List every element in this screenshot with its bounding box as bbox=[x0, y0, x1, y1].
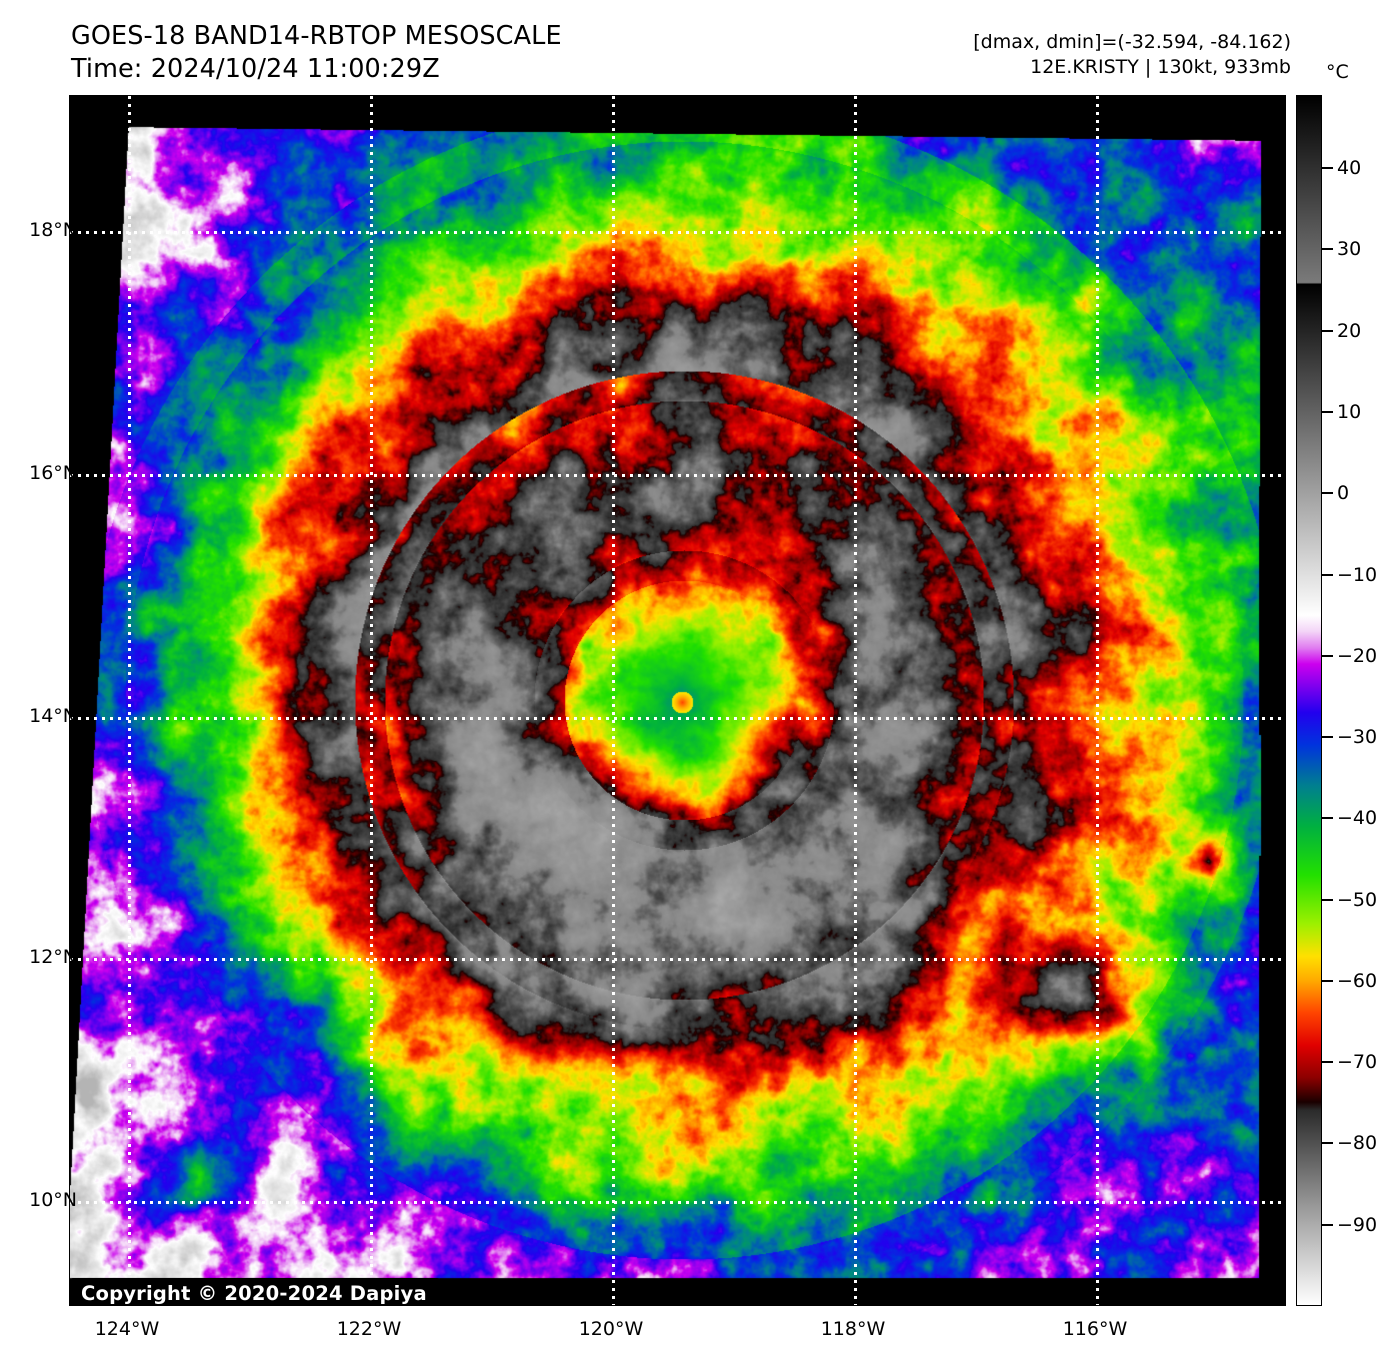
colorbar-tick bbox=[1322, 736, 1333, 739]
lat-tick-label: 12°N bbox=[29, 946, 77, 968]
colorbar-tick bbox=[1322, 898, 1333, 901]
lon-tick-label: 120°W bbox=[578, 1318, 644, 1340]
colorbar-tick bbox=[1322, 1061, 1333, 1064]
page-title: GOES-18 BAND14-RBTOP MESOSCALE bbox=[71, 21, 562, 51]
data-range-readout: [dmax, dmin]=(-32.594, -84.162) bbox=[973, 31, 1291, 53]
colorbar-unit-label: °C bbox=[1326, 61, 1349, 83]
satellite-imagery-canvas bbox=[70, 96, 1285, 1305]
colorbar-tick bbox=[1322, 573, 1333, 576]
colorbar-tick-label: −50 bbox=[1337, 888, 1378, 911]
colorbar-tick-label: 10 bbox=[1337, 400, 1362, 423]
colorbar-tick bbox=[1322, 167, 1333, 170]
colorbar-tick-label: −30 bbox=[1337, 726, 1378, 749]
colorbar-tick bbox=[1322, 1223, 1333, 1226]
colorbar-tick bbox=[1322, 492, 1333, 495]
colorbar-tick bbox=[1322, 979, 1333, 982]
colorbar-tick-label: −90 bbox=[1337, 1213, 1378, 1236]
colorbar-tick-label: 30 bbox=[1337, 238, 1362, 261]
colorbar-tick-label: 40 bbox=[1337, 157, 1362, 180]
lon-tick-label: 118°W bbox=[820, 1318, 886, 1340]
colorbar-tick bbox=[1322, 817, 1333, 820]
timestamp: Time: 2024/10/24 11:00:29Z bbox=[71, 54, 440, 85]
colorbar-tick-label: −10 bbox=[1337, 563, 1378, 586]
colorbar-tick-label: −70 bbox=[1337, 1051, 1378, 1074]
colorbar-tick bbox=[1322, 1142, 1333, 1145]
colorbar-gradient bbox=[1297, 96, 1321, 1305]
colorbar-tick bbox=[1322, 248, 1333, 251]
colorbar-tick bbox=[1322, 329, 1333, 332]
colorbar-tick bbox=[1322, 654, 1333, 657]
colorbar-tick-label: 20 bbox=[1337, 319, 1362, 342]
lon-tick-label: 116°W bbox=[1062, 1318, 1128, 1340]
temperature-colorbar[interactable] bbox=[1296, 95, 1322, 1306]
colorbar-tick-label: −60 bbox=[1337, 969, 1378, 992]
copyright-watermark: Copyright © 2020-2024 Dapiya bbox=[70, 1278, 440, 1305]
satellite-image-plot[interactable]: Copyright © 2020-2024 Dapiya bbox=[69, 95, 1286, 1306]
colorbar-tick-label: −40 bbox=[1337, 807, 1378, 830]
lat-tick-label: 14°N bbox=[29, 705, 77, 727]
lon-tick-label: 124°W bbox=[94, 1318, 160, 1340]
colorbar-tick-label: −20 bbox=[1337, 644, 1378, 667]
colorbar-tick-label: 0 bbox=[1337, 482, 1350, 505]
lon-tick-label: 122°W bbox=[336, 1318, 402, 1340]
lat-tick-label: 18°N bbox=[29, 219, 77, 241]
colorbar-tick-label: −80 bbox=[1337, 1132, 1378, 1155]
header-title-block: GOES-18 BAND14-RBTOP MESOSCALE Time: 202… bbox=[71, 20, 562, 86]
lat-tick-label: 16°N bbox=[29, 462, 77, 484]
lat-tick-label: 10°N bbox=[29, 1189, 77, 1211]
colorbar-tick bbox=[1322, 410, 1333, 413]
storm-readout: 12E.KRISTY | 130kt, 933mb bbox=[1030, 55, 1291, 78]
header-info-block: [dmax, dmin]=(-32.594, -84.162) 12E.KRIS… bbox=[973, 30, 1291, 79]
